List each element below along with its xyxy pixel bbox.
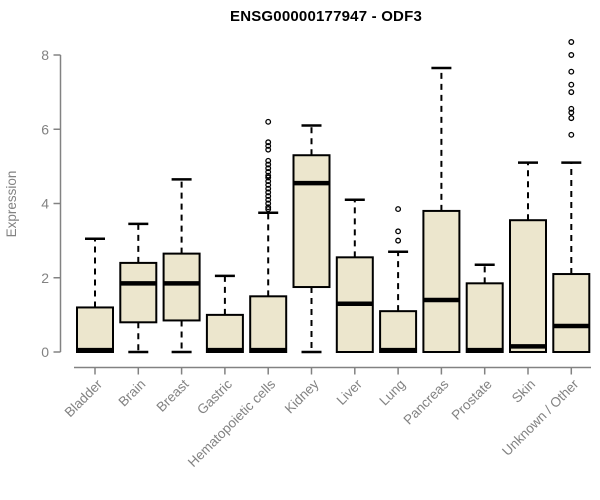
outlier-point xyxy=(265,143,272,149)
box-group xyxy=(162,178,201,354)
outlier-point xyxy=(568,39,575,45)
outlier-point xyxy=(568,109,575,116)
outlier-point xyxy=(265,200,272,207)
x-tick-label: Liver xyxy=(334,376,366,408)
outlier-point xyxy=(265,178,272,185)
outlier-point xyxy=(265,165,272,172)
box-group xyxy=(335,198,374,353)
outlier-point xyxy=(265,185,272,192)
box-group xyxy=(379,206,418,354)
y-tick-label: 8 xyxy=(41,47,49,63)
x-tick-label: Skin xyxy=(509,377,538,406)
outlier-point xyxy=(265,118,272,125)
box-group xyxy=(465,263,504,354)
outlier-point xyxy=(265,174,272,181)
outlier-point xyxy=(265,139,272,146)
outlier-point xyxy=(395,228,402,235)
box-group xyxy=(422,66,461,353)
outlier-point xyxy=(265,189,272,196)
x-tick-label: Prostate xyxy=(449,377,495,423)
outlier-point xyxy=(568,131,575,138)
y-tick-label: 6 xyxy=(41,121,49,137)
box-group xyxy=(509,161,547,353)
y-tick-label: 4 xyxy=(41,196,49,212)
box-group xyxy=(119,222,158,354)
outlier-point xyxy=(265,168,272,175)
outlier-point xyxy=(265,172,272,179)
outlier-point xyxy=(265,206,272,213)
box-group xyxy=(249,118,288,353)
chart-title: ENSG00000177947 - ODF3 xyxy=(229,8,422,25)
outlier-point xyxy=(568,115,575,122)
outlier-point xyxy=(265,196,272,203)
y-tick-label: 0 xyxy=(41,344,49,360)
outlier-point xyxy=(265,181,272,188)
x-tick-label: Brain xyxy=(116,377,149,410)
outlier-point xyxy=(568,81,575,88)
box-group xyxy=(292,124,331,354)
x-tick-label: Unknown / Other xyxy=(499,376,582,459)
x-tick-label: Breast xyxy=(154,376,192,414)
x-tick-label: Kidney xyxy=(282,376,322,416)
outlier-point xyxy=(265,161,272,168)
outlier-point xyxy=(395,237,402,244)
outlier-point xyxy=(395,206,402,213)
outlier-point xyxy=(568,89,575,96)
y-axis-label: Expression xyxy=(4,171,19,238)
outlier-point xyxy=(265,204,272,211)
x-tick-label: Pancreas xyxy=(401,376,452,427)
box-group xyxy=(205,274,244,353)
outlier-point xyxy=(568,52,575,58)
x-tick-label: Bladder xyxy=(62,376,106,420)
outlier-point xyxy=(265,146,272,153)
box-group xyxy=(76,237,114,354)
outlier-point xyxy=(568,68,575,75)
box-group xyxy=(552,39,591,354)
x-tick-label: Lung xyxy=(376,377,408,409)
x-tick-label: Gastric xyxy=(194,376,235,417)
outlier-point xyxy=(568,105,575,112)
outlier-point xyxy=(265,157,272,164)
y-axis: 0 2 4 6 8 Expression xyxy=(4,47,62,360)
outlier-point xyxy=(265,193,272,200)
y-tick-label: 2 xyxy=(41,270,49,286)
